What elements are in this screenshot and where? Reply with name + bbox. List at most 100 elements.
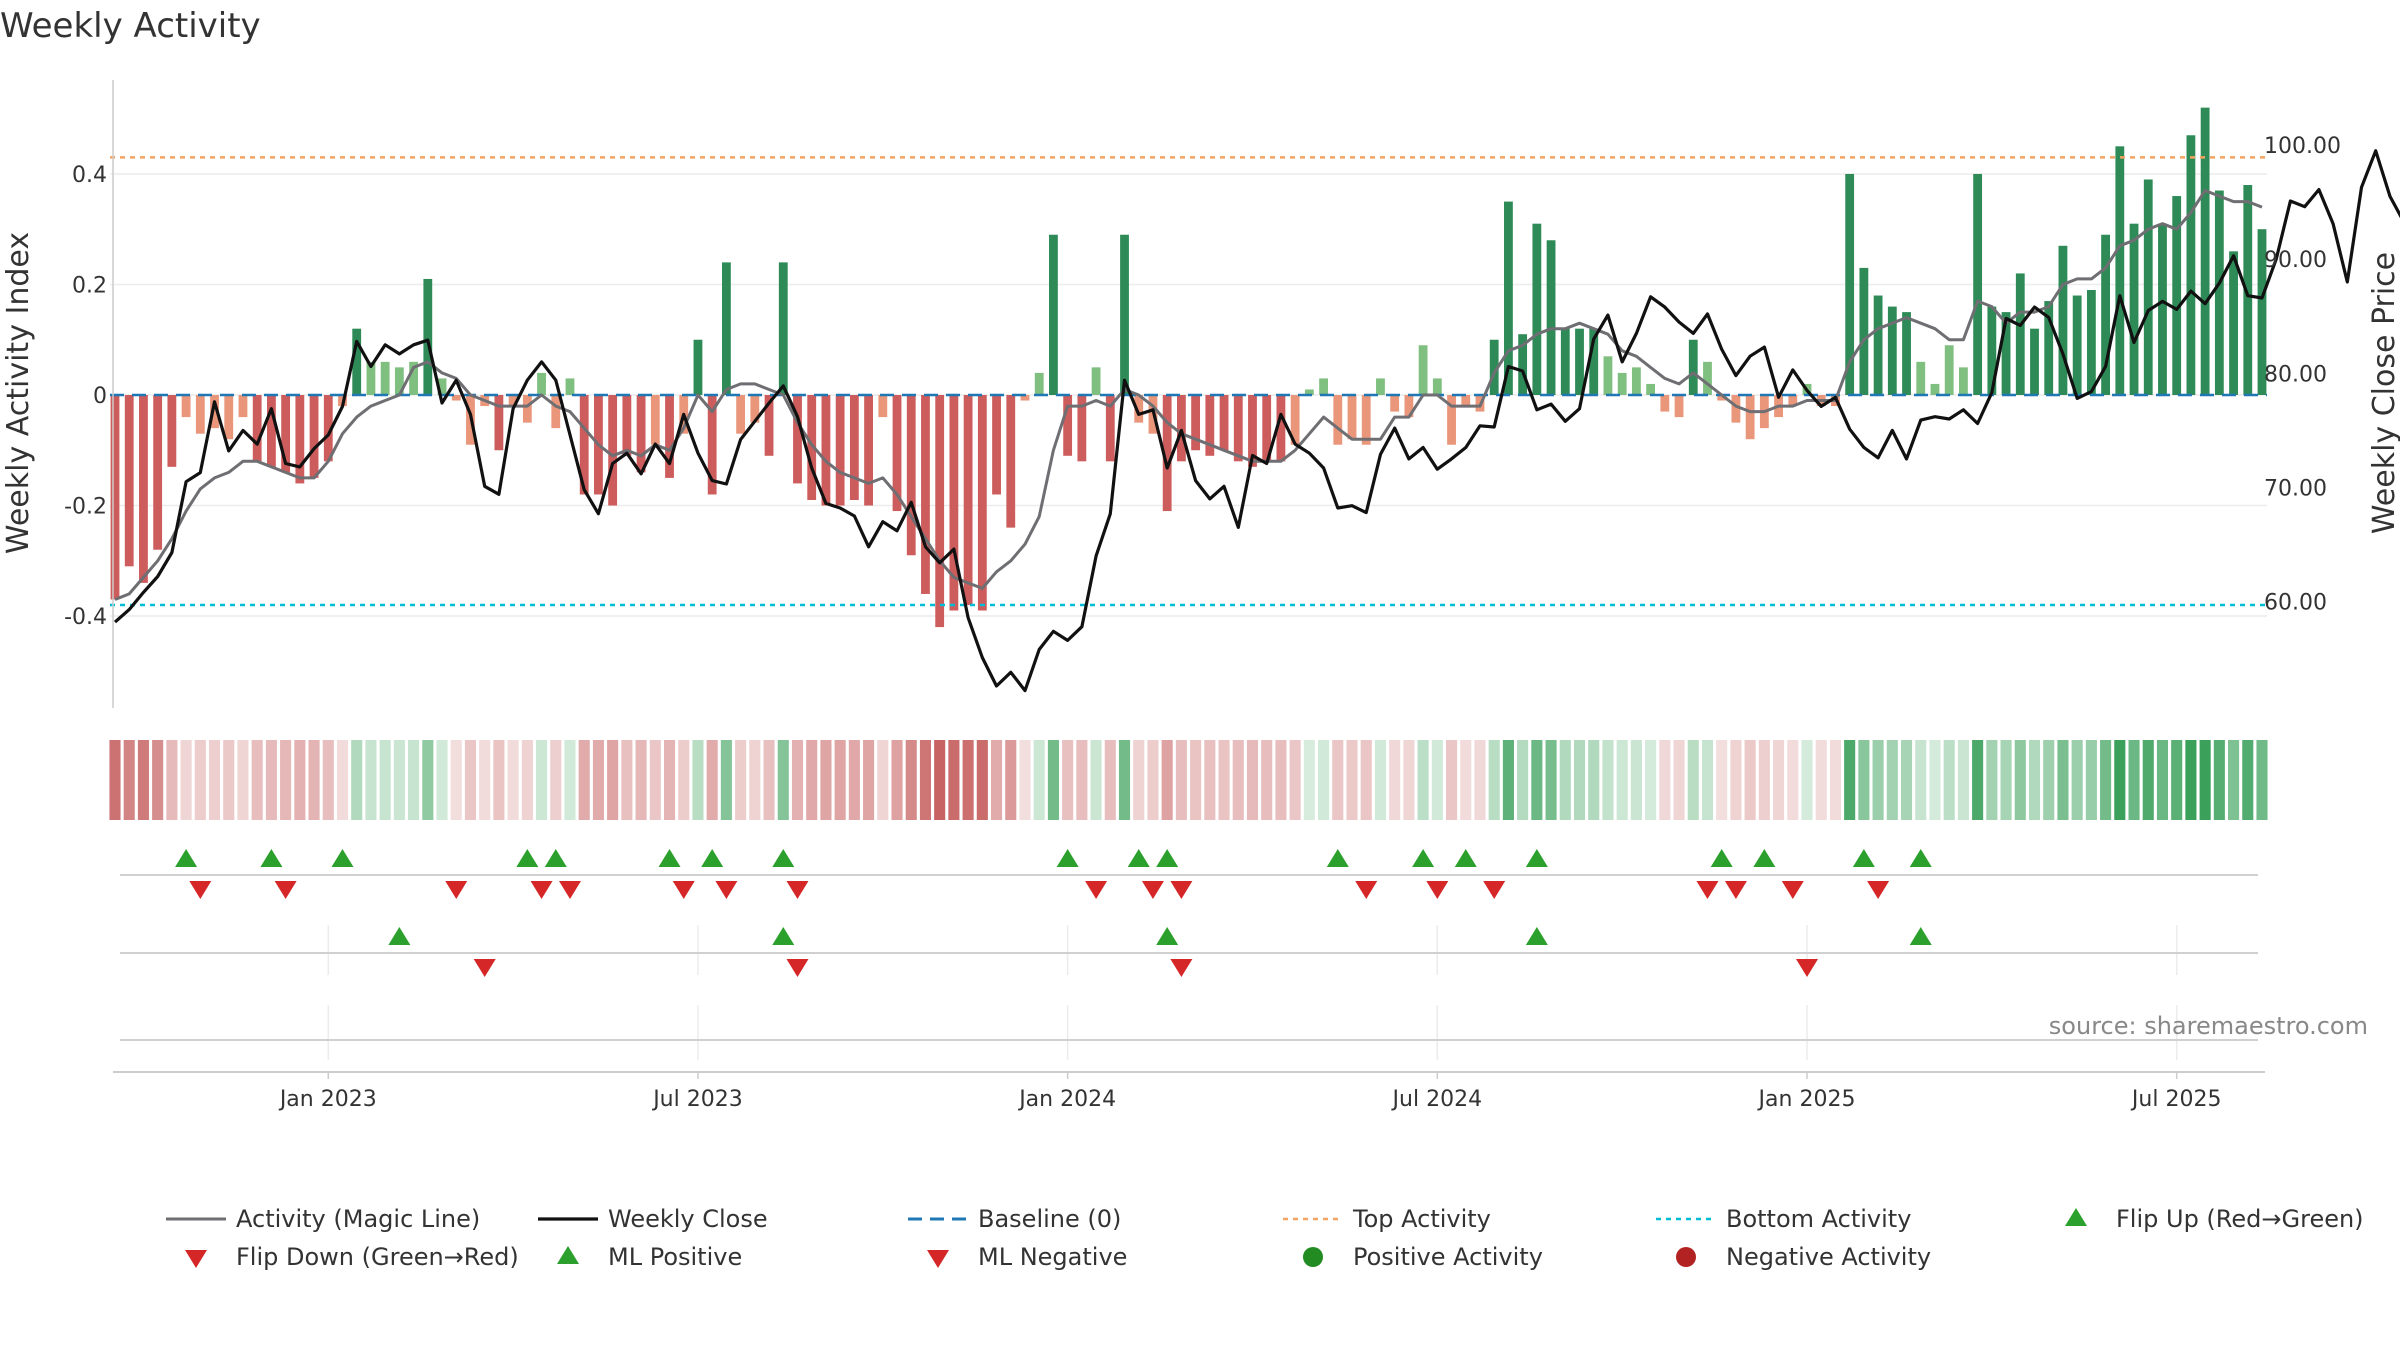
activity-bar bbox=[2072, 295, 2082, 395]
heat-cell bbox=[422, 740, 434, 820]
flip-up-marker bbox=[1454, 849, 1477, 867]
activity-bar bbox=[977, 395, 987, 611]
activity-bar bbox=[892, 395, 902, 512]
heat-cell bbox=[322, 740, 334, 820]
heat-cell bbox=[1431, 740, 1443, 820]
heat-cell bbox=[1730, 740, 1742, 820]
activity-bar bbox=[2172, 196, 2182, 395]
legend-item-flipup: Flip Up (Red→Green) bbox=[2065, 1205, 2364, 1233]
flip-down-marker bbox=[530, 881, 553, 899]
y-tick-label: 0.4 bbox=[72, 163, 107, 188]
legend-swatch bbox=[927, 1250, 949, 1268]
heat-cell bbox=[1133, 740, 1145, 820]
flip-up-marker bbox=[516, 849, 539, 867]
heat-cell bbox=[2085, 740, 2097, 820]
activity-bar bbox=[2044, 301, 2054, 395]
heat-cell bbox=[564, 740, 576, 820]
activity-bar bbox=[1930, 383, 1940, 395]
activity-bar bbox=[693, 339, 703, 395]
legend-label: Weekly Close bbox=[608, 1205, 768, 1233]
heat-cell bbox=[2100, 740, 2112, 820]
y2-tick-label: 80.00 bbox=[2264, 362, 2327, 387]
activity-bar bbox=[1660, 395, 1670, 412]
activity-bar bbox=[1959, 367, 1968, 395]
heat-cell bbox=[1303, 740, 1315, 820]
activity-bar bbox=[1376, 378, 1385, 395]
activity-bar bbox=[281, 395, 291, 473]
heat-cell bbox=[2199, 740, 2211, 820]
heat-cell bbox=[678, 740, 690, 820]
ml-positive-marker bbox=[388, 927, 411, 945]
heat-cell bbox=[1573, 740, 1586, 820]
activity-bar bbox=[139, 395, 148, 583]
flip-up-marker bbox=[175, 849, 198, 867]
heat-cell bbox=[1929, 740, 1941, 820]
heat-cell bbox=[1716, 740, 1728, 820]
legend-item-flipdown: Flip Down (Green→Red) bbox=[185, 1243, 519, 1271]
activity-bar bbox=[622, 395, 632, 456]
legend-label: ML Positive bbox=[608, 1243, 742, 1271]
heat-cell bbox=[1204, 740, 1216, 820]
heat-cell bbox=[2156, 740, 2169, 820]
activity-bar bbox=[1205, 395, 1215, 456]
activity-bar bbox=[707, 395, 717, 495]
heat-cell bbox=[1104, 740, 1116, 820]
activity-bar bbox=[224, 395, 234, 440]
activity-bar bbox=[266, 395, 276, 467]
activity-bar bbox=[167, 395, 177, 467]
heat-cell bbox=[649, 740, 661, 820]
activity-bar bbox=[1432, 378, 1442, 395]
axes: 0.4 0.2 0 -0.2 -0.4 100.00 90.00 80.00 70.00 60.0… bbox=[64, 80, 2341, 708]
heat-cell bbox=[749, 740, 761, 820]
heat-cell bbox=[2256, 740, 2268, 820]
heat-cell bbox=[820, 740, 832, 820]
flip-down-marker bbox=[189, 881, 212, 899]
activity-bar bbox=[1248, 395, 1257, 467]
heat-cell bbox=[1460, 740, 1472, 820]
legend-swatch bbox=[1303, 1247, 1323, 1267]
heat-cell bbox=[1815, 740, 1827, 820]
activity-bar bbox=[309, 395, 319, 478]
heat-cell bbox=[848, 740, 860, 820]
ml-markers bbox=[120, 927, 2258, 1041]
activity-bar bbox=[195, 395, 205, 434]
legend-label: Activity (Magic Line) bbox=[236, 1205, 480, 1233]
activity-bar bbox=[1020, 395, 1030, 401]
activity-bar bbox=[1973, 173, 1983, 395]
heat-cell bbox=[166, 740, 178, 820]
activity-bar bbox=[1333, 395, 1343, 445]
heat-cell bbox=[2014, 740, 2026, 820]
magic-line bbox=[114, 189, 2263, 601]
y2-tick-label: 60.00 bbox=[2264, 591, 2327, 616]
activity-bar bbox=[1631, 367, 1641, 395]
heat-cell bbox=[806, 740, 818, 820]
activity-bar bbox=[1987, 306, 1997, 395]
heat-cell bbox=[1076, 740, 1088, 820]
flip-down-marker bbox=[558, 881, 581, 899]
heat-cell bbox=[1531, 740, 1543, 820]
heat-cell bbox=[479, 740, 491, 820]
heat-cell bbox=[1332, 740, 1344, 820]
heat-cell bbox=[1986, 740, 1998, 820]
heat-cell bbox=[1687, 740, 1699, 820]
activity-bar bbox=[1859, 267, 1869, 395]
legend-label: Negative Activity bbox=[1726, 1243, 1931, 1271]
heat-cell bbox=[265, 740, 277, 820]
legend-item-magic: Activity (Magic Line) bbox=[166, 1205, 480, 1233]
heat-cell bbox=[663, 740, 676, 820]
activity-bar bbox=[1902, 312, 1911, 395]
activity-bar bbox=[608, 395, 618, 506]
heat-cell bbox=[2228, 740, 2240, 820]
heat-cell bbox=[2071, 740, 2083, 820]
heat-cell bbox=[1701, 740, 1714, 820]
activity-bar bbox=[1731, 395, 1741, 423]
legend-swatch bbox=[185, 1250, 207, 1268]
activity-bar bbox=[110, 395, 120, 600]
flip-down-marker bbox=[715, 881, 738, 899]
activity-bar bbox=[935, 395, 945, 628]
activity-bar bbox=[352, 328, 362, 395]
activity-bar bbox=[153, 395, 163, 550]
heat-cell bbox=[735, 740, 747, 820]
heat-cell bbox=[2213, 740, 2225, 820]
flip-up-marker bbox=[1525, 849, 1548, 867]
